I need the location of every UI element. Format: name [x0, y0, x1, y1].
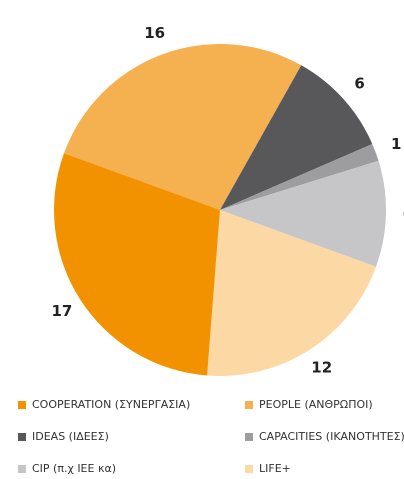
- legend-label: IDEAS (ΙΔΕΕΣ): [32, 430, 109, 443]
- legend-label: CAPACITIES (ΙΚΑΝΟΤΗΤΕΣ): [259, 430, 404, 443]
- pie-slice: [64, 44, 302, 211]
- pie-slice: [220, 65, 373, 211]
- legend-swatch: [245, 465, 253, 473]
- legend-swatch: [18, 401, 26, 409]
- data-label: 6: [354, 75, 364, 93]
- data-label: 6: [403, 205, 404, 223]
- legend-swatch: [245, 433, 253, 441]
- pie-slice: [53, 153, 221, 376]
- legend-label: COOPERATION (ΣΥΝΕΡΓΑΣΙΑ): [32, 398, 190, 411]
- data-label: 1: [391, 135, 401, 153]
- data-label: 16: [144, 24, 165, 42]
- pie-slice: [220, 160, 386, 267]
- legend-swatch: [18, 465, 26, 473]
- legend-swatch: [245, 401, 253, 409]
- legend-label: PEOPLE (ΑΝΘΡΩΠΟΙ): [259, 398, 373, 411]
- data-label: 17: [51, 302, 72, 320]
- legend-swatch: [18, 433, 26, 441]
- pie-slice: [207, 210, 376, 376]
- data-label: 12: [311, 359, 332, 377]
- legend-label: CIP (π.χ ΙΕΕ κα): [32, 462, 116, 475]
- pie-slice: [220, 143, 379, 210]
- legend-label: LIFE+: [259, 462, 291, 475]
